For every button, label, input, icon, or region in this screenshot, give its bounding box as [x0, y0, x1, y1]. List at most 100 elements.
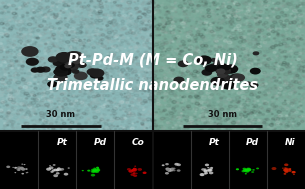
Circle shape	[105, 80, 109, 82]
Circle shape	[216, 112, 217, 113]
Circle shape	[299, 103, 302, 105]
Circle shape	[235, 30, 237, 31]
Circle shape	[152, 11, 156, 14]
Circle shape	[219, 74, 223, 76]
Circle shape	[206, 92, 209, 94]
Circle shape	[298, 21, 301, 23]
Circle shape	[172, 127, 174, 128]
Circle shape	[43, 99, 46, 101]
Circle shape	[33, 79, 37, 81]
Circle shape	[193, 52, 198, 55]
Circle shape	[223, 111, 226, 112]
Circle shape	[246, 50, 249, 51]
Circle shape	[14, 167, 16, 169]
Circle shape	[239, 88, 241, 90]
Circle shape	[113, 58, 116, 60]
Circle shape	[224, 86, 229, 89]
Circle shape	[98, 169, 100, 171]
Circle shape	[178, 121, 180, 123]
Circle shape	[19, 87, 22, 89]
Circle shape	[60, 67, 63, 69]
Circle shape	[213, 72, 215, 74]
Circle shape	[90, 8, 92, 9]
Circle shape	[13, 40, 16, 42]
Circle shape	[93, 83, 96, 84]
Circle shape	[267, 58, 271, 60]
Circle shape	[140, 61, 143, 64]
Circle shape	[281, 100, 284, 101]
Circle shape	[204, 82, 208, 84]
Circle shape	[210, 94, 214, 96]
Circle shape	[229, 74, 243, 82]
Circle shape	[99, 125, 102, 127]
Circle shape	[203, 101, 205, 102]
Circle shape	[24, 73, 26, 74]
Circle shape	[17, 104, 20, 105]
Circle shape	[81, 32, 83, 33]
Circle shape	[295, 111, 298, 113]
Circle shape	[32, 73, 35, 75]
Circle shape	[266, 9, 268, 10]
Circle shape	[235, 99, 237, 100]
Circle shape	[192, 35, 194, 36]
Circle shape	[234, 63, 238, 64]
Circle shape	[66, 129, 69, 131]
Circle shape	[163, 49, 165, 51]
Circle shape	[121, 89, 124, 90]
Circle shape	[168, 63, 170, 64]
Circle shape	[41, 84, 46, 87]
Circle shape	[228, 39, 232, 41]
Circle shape	[30, 46, 33, 48]
Circle shape	[163, 100, 166, 101]
Circle shape	[141, 3, 144, 5]
Circle shape	[77, 24, 79, 25]
Circle shape	[221, 84, 224, 85]
Circle shape	[270, 27, 274, 30]
Circle shape	[196, 96, 200, 99]
Circle shape	[179, 31, 180, 32]
Circle shape	[177, 26, 181, 28]
Circle shape	[212, 2, 215, 3]
Circle shape	[27, 77, 30, 79]
Circle shape	[119, 50, 121, 51]
Circle shape	[51, 71, 53, 72]
Circle shape	[68, 92, 70, 93]
Circle shape	[114, 128, 117, 130]
Circle shape	[17, 91, 20, 92]
Circle shape	[220, 27, 223, 29]
Circle shape	[231, 121, 236, 124]
Circle shape	[204, 45, 207, 47]
Circle shape	[285, 14, 286, 15]
Circle shape	[289, 6, 294, 9]
Circle shape	[156, 66, 160, 69]
Circle shape	[14, 34, 16, 35]
Circle shape	[262, 128, 266, 131]
Circle shape	[37, 56, 38, 57]
Circle shape	[76, 12, 78, 13]
Circle shape	[165, 172, 169, 174]
Circle shape	[70, 80, 72, 82]
Circle shape	[177, 40, 180, 43]
Circle shape	[68, 4, 70, 5]
Circle shape	[0, 76, 2, 77]
Circle shape	[4, 101, 7, 103]
Circle shape	[102, 23, 103, 24]
Circle shape	[18, 40, 23, 43]
Circle shape	[286, 100, 289, 102]
Circle shape	[107, 53, 109, 54]
Circle shape	[69, 103, 73, 105]
Circle shape	[79, 44, 82, 46]
Circle shape	[47, 12, 49, 13]
Circle shape	[84, 93, 87, 94]
Circle shape	[116, 0, 119, 1]
Circle shape	[21, 168, 25, 170]
Circle shape	[272, 11, 275, 13]
Circle shape	[82, 6, 86, 8]
Circle shape	[209, 23, 213, 26]
Circle shape	[200, 78, 202, 79]
Circle shape	[202, 69, 212, 76]
Circle shape	[133, 70, 137, 73]
Circle shape	[247, 114, 249, 115]
Circle shape	[215, 89, 218, 91]
Circle shape	[132, 130, 134, 131]
